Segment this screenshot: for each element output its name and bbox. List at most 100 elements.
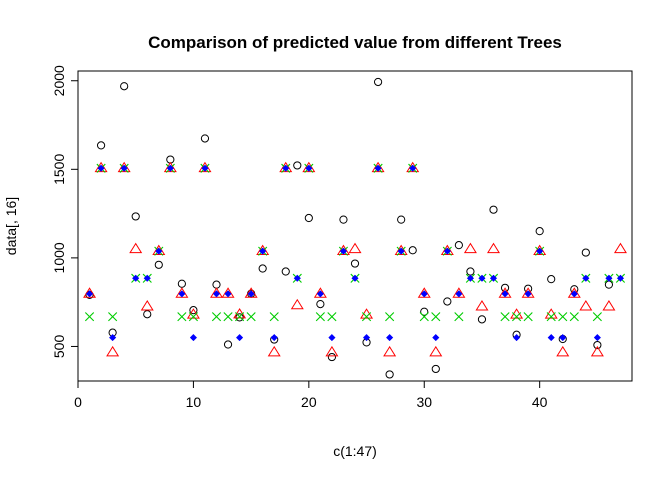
chart-title: Comparison of predicted value from diffe… xyxy=(148,33,562,52)
point-diamond xyxy=(582,274,590,282)
point-diamond xyxy=(235,333,244,342)
point-circle xyxy=(350,259,360,268)
point-circle xyxy=(547,275,556,284)
point-circle xyxy=(131,212,140,221)
point-circle xyxy=(581,248,590,257)
point-triangle xyxy=(579,300,593,311)
point-diamond xyxy=(466,274,475,282)
data-points xyxy=(83,77,627,379)
point-cross xyxy=(223,312,233,322)
point-triangle xyxy=(602,300,616,311)
point-circle xyxy=(535,227,544,236)
point-cross xyxy=(558,312,568,322)
point-diamond xyxy=(524,290,532,298)
point-triangle xyxy=(129,242,143,254)
point-circle xyxy=(258,264,267,273)
point-diamond xyxy=(374,164,382,172)
point-circle xyxy=(477,315,487,324)
point-diamond xyxy=(420,290,428,298)
point-cross xyxy=(523,312,533,322)
point-diamond xyxy=(166,164,174,172)
y-axis-label: data[, 16] xyxy=(3,197,19,255)
point-circle xyxy=(593,340,602,350)
point-cross xyxy=(188,312,199,322)
point-circle xyxy=(235,313,244,322)
point-cross xyxy=(592,312,602,322)
point-cross xyxy=(246,312,256,322)
point-cross xyxy=(234,312,245,322)
y-tick-label: 2000 xyxy=(51,65,67,96)
point-diamond xyxy=(178,290,186,298)
point-diamond xyxy=(189,333,198,342)
point-cross xyxy=(269,312,279,322)
point-triangle xyxy=(590,345,604,357)
point-diamond xyxy=(339,247,348,255)
point-triangle xyxy=(106,345,120,357)
point-cross xyxy=(500,312,510,322)
point-cross xyxy=(546,312,556,322)
point-triangle xyxy=(290,298,304,310)
point-circle xyxy=(143,310,152,319)
point-cross xyxy=(511,312,522,322)
point-diamond xyxy=(212,290,221,298)
point-diamond xyxy=(570,290,578,298)
point-diamond xyxy=(247,290,255,298)
point-diamond xyxy=(385,333,394,342)
point-diamond xyxy=(270,333,278,342)
y-tick-label: 1500 xyxy=(51,154,67,185)
point-triangle xyxy=(325,345,339,357)
point-circle xyxy=(489,205,498,214)
point-diamond xyxy=(85,290,94,298)
point-triangle xyxy=(140,300,154,311)
point-diamond xyxy=(293,274,301,282)
point-triangle xyxy=(556,345,570,357)
point-circle xyxy=(200,134,210,143)
point-diamond xyxy=(143,274,151,282)
point-circle xyxy=(385,370,394,379)
point-cross xyxy=(361,312,372,322)
point-cross xyxy=(327,312,337,322)
x-tick-label: 0 xyxy=(74,394,82,410)
point-circle xyxy=(420,307,429,316)
point-diamond xyxy=(328,333,336,342)
point-diamond xyxy=(489,274,498,282)
point-circle xyxy=(397,215,406,224)
point-diamond xyxy=(536,247,544,255)
point-circle xyxy=(339,215,348,224)
point-triangle xyxy=(348,242,362,254)
y-tick-label: 1000 xyxy=(51,242,67,273)
point-diamond xyxy=(478,274,486,282)
point-diamond xyxy=(132,274,140,282)
point-cross xyxy=(108,312,118,322)
point-circle xyxy=(304,213,313,223)
point-circle xyxy=(293,161,302,170)
y-axis: 500 1000 1500 2000 xyxy=(51,65,79,358)
point-cross xyxy=(385,312,395,322)
point-diamond xyxy=(547,333,555,342)
point-cross xyxy=(177,312,187,322)
point-diamond xyxy=(605,274,613,282)
point-diamond xyxy=(282,164,290,172)
point-diamond xyxy=(512,333,521,342)
point-diamond xyxy=(432,333,440,342)
point-triangle xyxy=(486,242,501,254)
point-diamond xyxy=(559,333,567,342)
x-axis-label: c(1:47) xyxy=(333,443,377,459)
series-diamond xyxy=(85,164,625,342)
point-diamond xyxy=(616,274,625,282)
point-diamond xyxy=(455,290,463,298)
point-circle xyxy=(373,77,383,87)
point-cross xyxy=(315,312,325,322)
point-diamond xyxy=(397,247,405,255)
point-diamond xyxy=(409,164,417,172)
point-circle xyxy=(96,141,106,150)
point-cross xyxy=(419,312,429,322)
point-diamond xyxy=(259,247,267,255)
point-circle xyxy=(443,297,452,306)
point-diamond xyxy=(443,247,451,255)
point-cross xyxy=(454,312,464,322)
point-triangle xyxy=(463,242,477,254)
point-triangle xyxy=(383,345,397,357)
